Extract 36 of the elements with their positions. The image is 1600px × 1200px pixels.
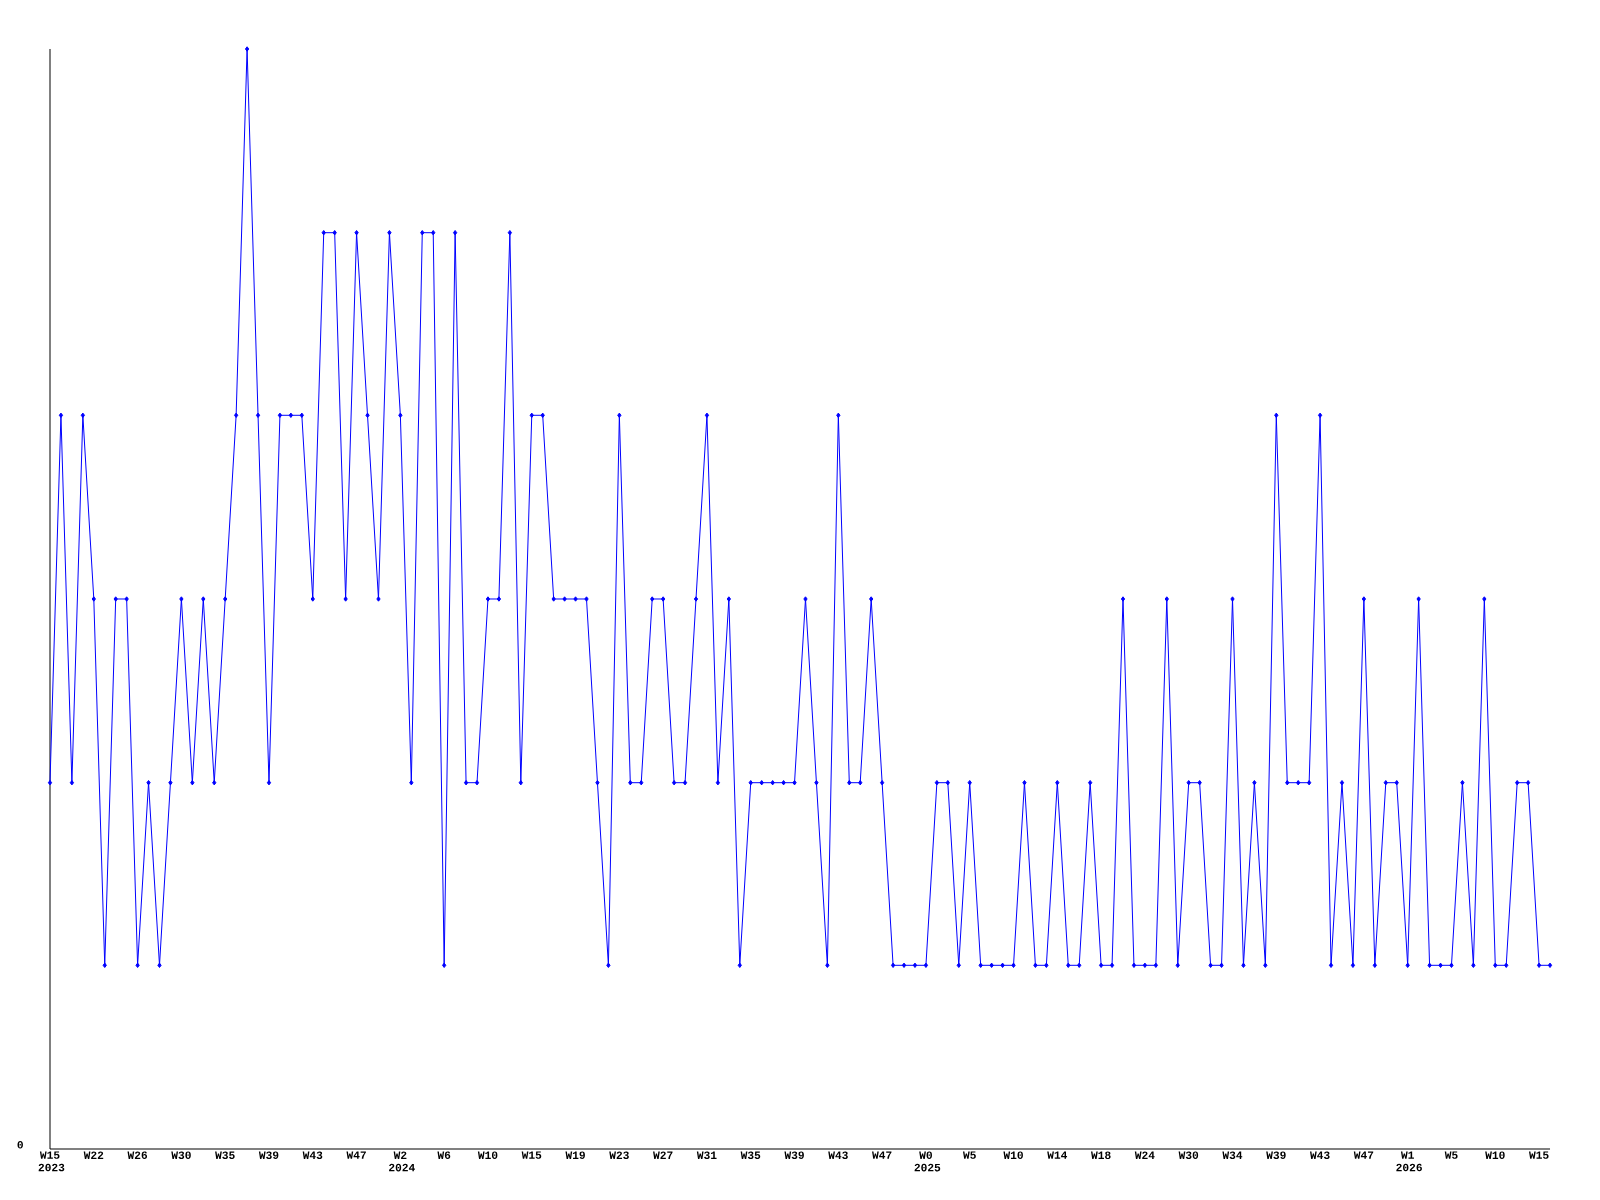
x-tick-label: W10 <box>1003 1151 1023 1159</box>
text: 0 <box>17 1141 23 1149</box>
x-tick-label: W47 <box>346 1151 366 1159</box>
x-tick-label: W15 <box>1528 1151 1549 1159</box>
x-tick-label: W15 <box>521 1151 542 1159</box>
x-tick-label: W35 <box>215 1151 235 1160</box>
x-tick-label: W43 <box>1310 1151 1330 1160</box>
x-tick-label: W14 <box>1047 1151 1068 1159</box>
x-tick-label: W39 <box>784 1151 804 1160</box>
x-tick-label: W47 <box>872 1151 892 1159</box>
x-tick-label: W0 2025 <box>914 1151 941 1172</box>
x-tick-label: W22 <box>83 1151 104 1159</box>
x-tick-label: W31 <box>696 1151 717 1160</box>
x-tick-label: W30 <box>1178 1151 1199 1160</box>
x-tick-label: W26 <box>127 1151 148 1159</box>
x-tick-label: W27 <box>653 1151 673 1159</box>
x-tick-label: W47 <box>1353 1151 1374 1159</box>
x-tick-label: W30 <box>171 1151 191 1160</box>
x-tick-label: W43 <box>828 1151 848 1160</box>
x-tick-label: W5 <box>963 1151 976 1159</box>
x-tick-label: W39 <box>258 1151 279 1160</box>
x-tick-label: W34 <box>1222 1151 1243 1160</box>
x-tick-label: W43 <box>302 1151 323 1160</box>
x-tick-label: W18 <box>1091 1151 1111 1159</box>
x-tick-label: W35 <box>740 1151 761 1160</box>
x-tick-label: W1 2026 <box>1396 1151 1422 1172</box>
x-tick-label: W2 2024 <box>389 1151 415 1172</box>
x-tick-label: W24 <box>1134 1151 1155 1159</box>
x-tick-label: W39 <box>1266 1151 1286 1160</box>
x-tick-label: W6 <box>437 1151 451 1159</box>
x-tick-label: W23 <box>609 1151 629 1160</box>
x-tick-label: W19 <box>565 1151 585 1159</box>
x-tick-label: W5 <box>1444 1151 1458 1159</box>
x-tick-label: W10 <box>1485 1151 1505 1159</box>
x-tick-label: W15 2023 <box>38 1151 65 1172</box>
x-tick-label: W10 <box>477 1151 498 1159</box>
